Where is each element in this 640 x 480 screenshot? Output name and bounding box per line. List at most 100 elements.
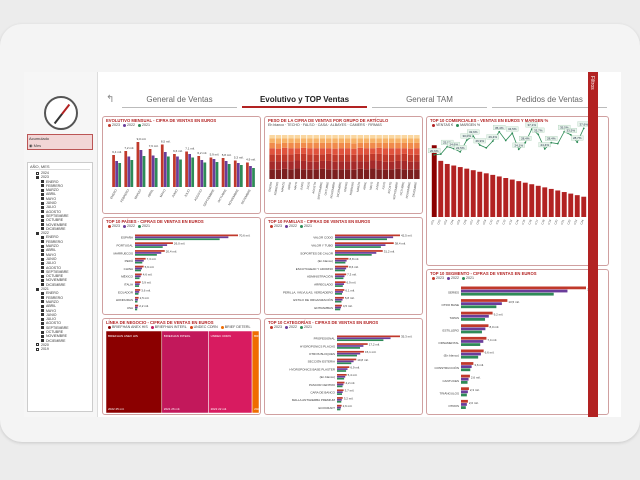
compass-icon[interactable] [44, 96, 78, 130]
checkbox[interactable] [41, 274, 44, 278]
slicer-option[interactable]: ◉ Mes [29, 143, 42, 148]
checkbox[interactable] [41, 326, 44, 330]
tree-item[interactable]: 2024 [30, 171, 90, 175]
checkbox[interactable] [41, 339, 44, 343]
tree-item[interactable]: JULIO [30, 261, 90, 265]
tree-item[interactable]: ENERO [30, 235, 90, 239]
tree-item[interactable]: OCTUBRE [30, 274, 90, 278]
checkbox[interactable] [41, 197, 44, 201]
tree-item[interactable]: DICIEMBRE [30, 339, 90, 343]
checkbox[interactable] [41, 244, 44, 248]
tree-item[interactable]: ENERO [30, 291, 90, 295]
tab-general-ventas[interactable]: General de Ventas [122, 94, 237, 108]
tree-item[interactable]: MARZO [30, 244, 90, 248]
acumulado-slicer[interactable]: Acumulado ◉ Mes [27, 134, 93, 150]
tree-item[interactable]: FEBRERO [30, 184, 90, 188]
checkbox[interactable] [41, 201, 44, 205]
checkbox[interactable] [41, 227, 44, 231]
tree-item[interactable]: MAYO [30, 253, 90, 257]
checkbox[interactable] [41, 317, 44, 321]
tree-item[interactable]: NOVIEMBRE [30, 334, 90, 338]
tree-item[interactable]: 2022 [30, 231, 90, 235]
tree-item[interactable]: SEPTIEMBRE [30, 270, 90, 274]
categorias-chart[interactable]: PROFESIONAL 35,3 mil. HYDROPONICS PLACAS 17… [265, 319, 423, 415]
tab-evolutivo-top[interactable]: Evolutivo y TOP Ventas [242, 94, 367, 108]
tree-item[interactable]: JUNIO [30, 257, 90, 261]
checkbox[interactable] [41, 210, 44, 214]
checkbox[interactable] [41, 261, 44, 265]
tree-item[interactable]: DICIEMBRE [30, 227, 90, 231]
checkbox[interactable] [41, 205, 44, 209]
tree-item[interactable]: OCTUBRE [30, 330, 90, 334]
checkbox[interactable] [41, 253, 44, 257]
tree-item[interactable]: ENERO [30, 180, 90, 184]
checkbox[interactable] [41, 291, 44, 295]
checkbox[interactable] [36, 175, 39, 179]
checkbox[interactable] [41, 214, 44, 218]
checkbox[interactable] [41, 296, 44, 300]
tree-item[interactable]: 2023 [30, 175, 90, 179]
tree-item[interactable]: AGOSTO [30, 321, 90, 325]
tree-item[interactable]: NOVIEMBRE [30, 278, 90, 282]
evolutivo-chart[interactable]: ENERO FEBRERO MARZO ABRIL MAYO JUNIO JULIO AGOS… [103, 117, 261, 214]
checkbox[interactable] [41, 266, 44, 270]
checkbox[interactable] [41, 180, 44, 184]
checkbox[interactable] [41, 270, 44, 274]
tree-item[interactable]: DICIEMBRE [30, 283, 90, 287]
checkbox[interactable] [41, 193, 44, 197]
tree-item[interactable]: AGOSTO [30, 266, 90, 270]
paises-chart[interactable]: ESPAÑA 70,6 mil. PORTUGAL 26,0 mil. MARRUECO… [103, 218, 261, 315]
tree-item[interactable]: MAYO [30, 309, 90, 313]
tree-item[interactable]: JULIO [30, 317, 90, 321]
checkbox[interactable] [41, 236, 44, 240]
checkbox[interactable] [36, 171, 39, 175]
tree-item[interactable]: FEBRERO [30, 296, 90, 300]
checkbox[interactable] [36, 287, 39, 291]
checkbox[interactable] [41, 300, 44, 304]
tree-item[interactable]: MAYO [30, 197, 90, 201]
familias-chart[interactable]: VALOR CODO 42,5 mil. VALOR Y TUBO 38,4 mil.… [265, 218, 423, 315]
peso-cifra-chart[interactable]: ENERO FEBRERO MARZO ABRIL MAYO JUNIO JULIO AGOS… [265, 117, 423, 214]
year-month-tree[interactable]: AÑO, MES 2024 2023 ENERO FEBRERO MARZO ABRIL M… [27, 162, 93, 412]
tree-item[interactable]: AGOSTO [30, 210, 90, 214]
checkbox[interactable] [41, 309, 44, 313]
tree-item[interactable]: ABRIL [30, 192, 90, 196]
back-arrow-icon[interactable]: ↰ [106, 94, 115, 105]
tree-item[interactable]: SEPTIEMBRE [30, 326, 90, 330]
checkbox[interactable] [41, 334, 44, 338]
comerciales-chart[interactable]: 20,6% 25,9%24,6%22,5% 30,0%32,6% 26,9% 29,4%… [427, 117, 609, 266]
tree-item[interactable]: MARZO [30, 300, 90, 304]
tree-item[interactable]: ABRIL [30, 248, 90, 252]
checkbox[interactable] [41, 240, 44, 244]
tree-item[interactable]: ABRIL [30, 304, 90, 308]
tree-item[interactable]: JULIO [30, 205, 90, 209]
filters-pane-toggle[interactable]: Filtros [588, 72, 598, 417]
tree-item[interactable]: JUNIO [30, 201, 90, 205]
tree-item[interactable]: NOVIEMBRE [30, 223, 90, 227]
tree-item[interactable]: SEPTIEMBRE [30, 214, 90, 218]
checkbox[interactable] [41, 321, 44, 325]
tree-item[interactable]: 2019 [30, 347, 90, 351]
tab-general-tam[interactable]: General TAM [372, 94, 487, 108]
checkbox[interactable] [41, 188, 44, 192]
checkbox[interactable] [41, 257, 44, 261]
checkbox[interactable] [41, 223, 44, 227]
tree-item[interactable]: OCTUBRE [30, 218, 90, 222]
checkbox[interactable] [41, 283, 44, 287]
tree-item[interactable]: MARZO [30, 188, 90, 192]
checkbox[interactable] [36, 347, 39, 351]
checkbox[interactable] [41, 279, 44, 282]
tree-item[interactable]: JUNIO [30, 313, 90, 317]
checkbox[interactable] [36, 231, 39, 235]
checkbox[interactable] [41, 218, 44, 222]
checkbox[interactable] [36, 343, 39, 347]
checkbox[interactable] [41, 313, 44, 317]
checkbox[interactable] [41, 330, 44, 334]
tree-item[interactable]: 2021 [30, 287, 90, 291]
tree-item[interactable]: 2020 [30, 343, 90, 347]
checkbox[interactable] [41, 184, 44, 188]
tree-item[interactable]: FEBRERO [30, 240, 90, 244]
checkbox[interactable] [41, 304, 44, 308]
tab-pedidos-ventas[interactable]: Pedidos de Ventas [492, 94, 607, 108]
